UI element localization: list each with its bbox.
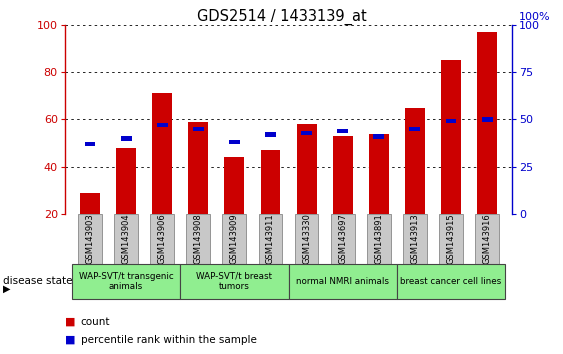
- Text: WAP-SVT/t breast
tumors: WAP-SVT/t breast tumors: [196, 272, 272, 291]
- Text: ■: ■: [65, 317, 75, 327]
- Bar: [261, 150, 280, 214]
- Bar: [397, 264, 505, 299]
- Bar: [84, 142, 96, 146]
- Text: normal NMRI animals: normal NMRI animals: [296, 277, 389, 286]
- Bar: [373, 135, 384, 139]
- Bar: [258, 214, 283, 264]
- Bar: [367, 214, 391, 264]
- Bar: [294, 214, 319, 264]
- Bar: [222, 214, 246, 264]
- Bar: [114, 214, 138, 264]
- Bar: [477, 32, 497, 214]
- Bar: [297, 124, 316, 214]
- Bar: [186, 214, 210, 264]
- Text: count: count: [81, 317, 110, 327]
- Text: breast cancer cell lines: breast cancer cell lines: [400, 277, 502, 286]
- Text: percentile rank within the sample: percentile rank within the sample: [81, 335, 256, 345]
- Bar: [301, 131, 312, 135]
- Bar: [189, 122, 208, 214]
- Text: GSM143909: GSM143909: [230, 213, 239, 264]
- Bar: [78, 214, 102, 264]
- Text: GSM143891: GSM143891: [374, 213, 383, 264]
- Text: 100%: 100%: [519, 12, 551, 22]
- Text: WAP-SVT/t transgenic
animals: WAP-SVT/t transgenic animals: [79, 272, 173, 291]
- Bar: [475, 214, 499, 264]
- Bar: [120, 136, 132, 141]
- Bar: [157, 123, 168, 127]
- Bar: [369, 134, 388, 214]
- Bar: [337, 129, 348, 133]
- Text: disease state: disease state: [3, 276, 72, 286]
- Bar: [481, 117, 493, 122]
- Bar: [229, 140, 240, 144]
- Bar: [289, 264, 397, 299]
- Bar: [152, 93, 172, 214]
- Bar: [409, 127, 421, 131]
- Text: GSM143697: GSM143697: [338, 213, 347, 264]
- Bar: [445, 119, 457, 124]
- Bar: [180, 264, 289, 299]
- Text: GSM143916: GSM143916: [482, 213, 491, 264]
- Bar: [333, 136, 352, 214]
- Bar: [193, 127, 204, 131]
- Text: GSM143903: GSM143903: [86, 213, 95, 264]
- Text: ▶: ▶: [3, 284, 10, 293]
- Bar: [265, 132, 276, 137]
- Text: GSM143904: GSM143904: [122, 213, 131, 264]
- Text: GSM143913: GSM143913: [410, 213, 419, 264]
- Bar: [331, 214, 355, 264]
- Text: GSM143915: GSM143915: [446, 213, 455, 264]
- Bar: [403, 214, 427, 264]
- Bar: [439, 214, 463, 264]
- Text: GSM143911: GSM143911: [266, 213, 275, 264]
- Text: GDS2514 / 1433139_at: GDS2514 / 1433139_at: [196, 9, 367, 25]
- Bar: [405, 108, 425, 214]
- Bar: [116, 148, 136, 214]
- Text: GSM143908: GSM143908: [194, 213, 203, 264]
- Bar: [441, 60, 461, 214]
- Bar: [80, 193, 100, 214]
- Bar: [72, 264, 180, 299]
- Bar: [150, 214, 174, 264]
- Text: ■: ■: [65, 335, 75, 345]
- Text: GSM143330: GSM143330: [302, 213, 311, 264]
- Text: GSM143906: GSM143906: [158, 213, 167, 264]
- Bar: [225, 157, 244, 214]
